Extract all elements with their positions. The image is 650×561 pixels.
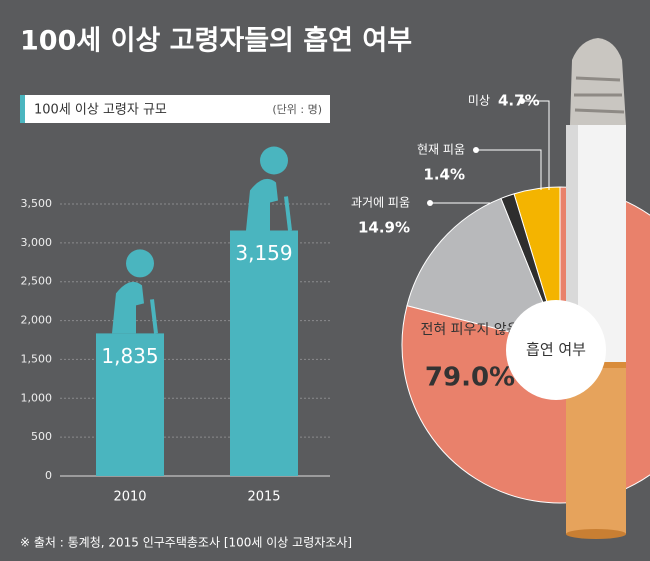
ash: [570, 38, 626, 125]
leader-line: [522, 100, 550, 190]
cigarette: [566, 38, 626, 539]
pie-title: 흡연 여부: [526, 341, 586, 359]
subtitle-accent: [20, 95, 25, 123]
page-title: 100세 이상 고령자들의 흡연 여부: [20, 26, 412, 57]
figure-head: [260, 146, 288, 175]
leader-line: [476, 149, 542, 190]
slice-label: 전혀 피우지 않음: [420, 322, 519, 338]
slice-value: 4.7%: [498, 92, 540, 110]
figure-body: [246, 178, 278, 231]
y-tick-label: 3,000: [21, 236, 53, 249]
slice-value: 79.0%: [425, 363, 515, 393]
bar: [96, 333, 164, 476]
x-tick-label: 2010: [113, 490, 146, 505]
y-tick-label: 2,500: [21, 275, 53, 288]
slice-label: 과거에 피움: [351, 196, 410, 210]
value-label: 1,835: [101, 344, 158, 368]
y-tick-label: 0: [45, 469, 52, 482]
bar-title: 100세 이상 고령자 규모: [34, 103, 167, 118]
subtitle-box: [20, 95, 330, 123]
source: ※ 출처 : 통계청, 2015 인구주택총조사 [100세 이상 고령자조사]: [20, 536, 352, 550]
slice-label: 미상: [468, 94, 490, 108]
value-label: 3,159: [235, 241, 292, 265]
slice-value: 14.9%: [358, 219, 410, 237]
slice-value: 1.4%: [423, 166, 465, 184]
y-tick-label: 500: [31, 430, 52, 443]
filter-end: [566, 529, 626, 539]
y-tick-label: 1,500: [21, 352, 53, 365]
figure-cane: [284, 196, 292, 231]
x-tick-label: 2015: [247, 490, 280, 505]
pie-slice: [406, 197, 561, 346]
leader-dot: [519, 98, 525, 104]
slice-label: 현재 피움: [417, 143, 465, 157]
y-tick-label: 2,000: [21, 314, 53, 327]
figure-cane: [150, 299, 158, 334]
bar: [230, 230, 298, 476]
ash-texture: [574, 76, 625, 114]
pie-center: [506, 300, 606, 400]
y-tick-label: 1,000: [21, 391, 53, 404]
figure-head: [126, 249, 154, 278]
y-tick-label: 3,500: [21, 197, 53, 210]
leader-dot: [427, 200, 433, 206]
leader-dot: [473, 147, 479, 153]
figure-body: [112, 281, 144, 334]
unit-label: (단위 : 명): [272, 103, 322, 116]
